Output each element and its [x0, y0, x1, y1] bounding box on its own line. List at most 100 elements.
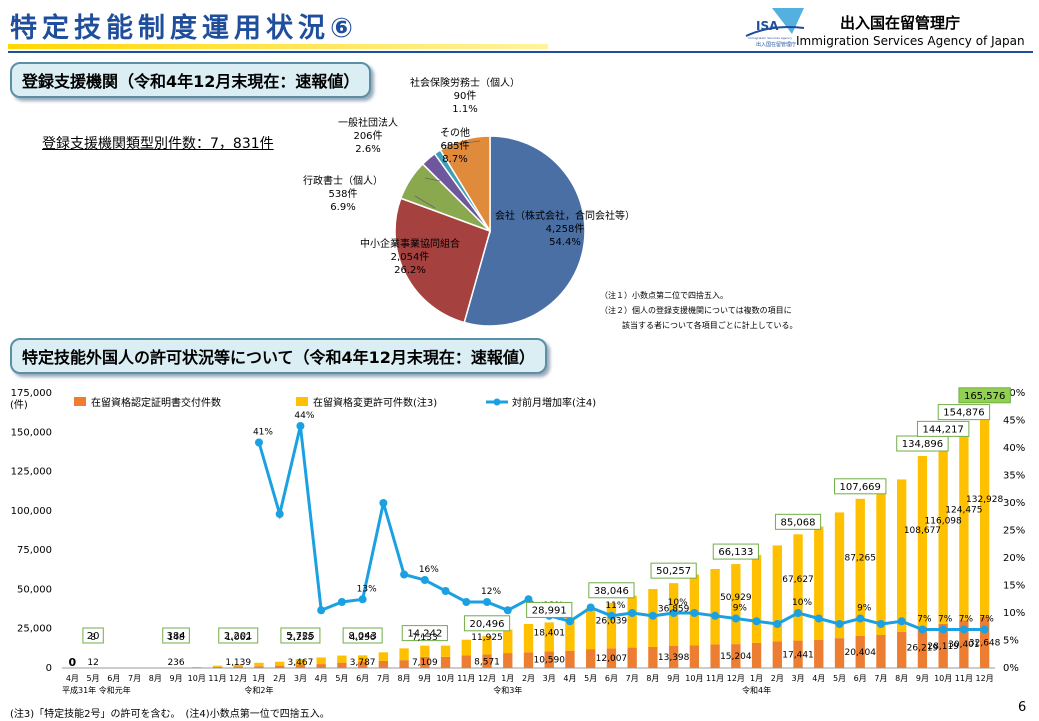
- pie-label-chusho-pct: 26.2%: [394, 265, 426, 276]
- x-year-label: 令和4年: [742, 685, 771, 695]
- x-tick-month: 10月: [436, 674, 454, 683]
- bar-orange: [606, 648, 617, 668]
- pie-chart: [394, 135, 586, 327]
- total-box-label: 50,257: [656, 566, 691, 577]
- total-box: [937, 404, 991, 421]
- bar-orange: [897, 631, 907, 668]
- pie-label-ippan-pct: 2.6%: [355, 144, 381, 155]
- bar-orange: [523, 652, 534, 668]
- y-right-tick: 35%: [1003, 471, 1025, 482]
- x-tick-month: 4月: [563, 674, 576, 683]
- rate-point: [441, 587, 450, 595]
- total-box: [588, 582, 635, 599]
- page-number: 6: [1018, 700, 1027, 715]
- bar-yellow: [979, 407, 990, 617]
- bar-orange: [834, 638, 845, 668]
- pie-label-gyosei-name: 行政書士（個人）: [303, 176, 383, 187]
- rate-point: [876, 620, 885, 628]
- leader-line-ippan: [424, 177, 441, 182]
- bar-yellow: [440, 645, 451, 657]
- section-registered-support-orgs: 登録支援機関（令和4年12月末現在：速報値）: [10, 62, 372, 98]
- bar-yellow: [565, 617, 575, 651]
- bar-yellow: [855, 498, 865, 636]
- y-right-tick: 25%: [1003, 526, 1025, 537]
- bar-orange: [876, 635, 886, 668]
- y-left-tick: 75,000: [17, 545, 52, 556]
- bar-orange: [254, 666, 264, 668]
- total-box: [463, 615, 511, 632]
- bar-yellow: [337, 655, 347, 663]
- x-tick-month: 11月: [706, 674, 724, 683]
- total-box: [650, 562, 697, 579]
- y-right-tick: 20%: [1003, 553, 1025, 564]
- bar-orange: [959, 620, 969, 668]
- pie-note-3: 該当する者について各項目ごとに計上している。: [622, 321, 798, 330]
- x-tick-month: 8月: [149, 674, 162, 683]
- yellow-value-label: 67,627: [782, 575, 814, 585]
- orange-value-label: 3,787: [350, 658, 376, 668]
- pie-slice-sonota: [439, 135, 491, 234]
- leader-line-shakai: [440, 140, 481, 147]
- x-tick-month: 8月: [398, 674, 411, 683]
- rate-point: [669, 609, 678, 617]
- x-tick-month: 9月: [418, 674, 431, 683]
- logo-subtitle-en: Immigration Services Agency: [748, 36, 792, 40]
- rate-point: [400, 570, 409, 579]
- total-box: [526, 601, 573, 618]
- bar-yellow: [233, 664, 243, 667]
- bar-orange: [731, 644, 741, 668]
- x-tick-month: 10月: [685, 674, 703, 683]
- yellow-value-label: 132,928: [966, 495, 1003, 505]
- total-box: [82, 627, 104, 644]
- bar-yellow: [731, 564, 741, 645]
- x-tick-month: 2月: [522, 674, 535, 683]
- bar-orange: [440, 656, 451, 668]
- bar-yellow: [399, 648, 409, 661]
- rate-line: [257, 425, 985, 631]
- x-tick-month: 10月: [188, 674, 206, 683]
- pie-label-ippan-count: 206件: [353, 131, 383, 142]
- pie-label-kaisha-count: 4,258件: [545, 224, 585, 235]
- yellow-value-label: 50,929: [720, 593, 752, 603]
- title-divider: [8, 51, 1033, 53]
- total-box-label: 14,242: [407, 629, 442, 640]
- x-tick-month: 5月: [335, 674, 348, 683]
- rate-point: [897, 617, 906, 626]
- legend-label-rate: 対前月増加率(注4): [512, 398, 597, 409]
- rate-point: [690, 609, 699, 617]
- rate-label: 7%: [959, 615, 974, 625]
- bar-yellow: [254, 662, 264, 667]
- bar-yellow: [627, 595, 637, 648]
- x-tick-month: 5月: [584, 674, 597, 683]
- rate-point: [752, 617, 761, 626]
- bar-yellow: [482, 635, 492, 655]
- x-tick-month: 9月: [169, 674, 182, 683]
- bar-orange: [337, 662, 347, 668]
- rate-label: 41%: [253, 428, 273, 438]
- page-title: 特定技能制度運用状況⑥: [10, 13, 358, 44]
- bar-yellow: [378, 652, 389, 661]
- bar-yellow: [357, 655, 368, 662]
- rate-label: 7%: [917, 615, 932, 625]
- total-box: [834, 478, 887, 495]
- orange-value-label: 20,404: [844, 648, 876, 658]
- rate-point: [773, 620, 782, 628]
- orange-value-label: 1,139: [225, 658, 251, 668]
- pie-slice-chusho: [394, 197, 491, 324]
- pie-label-chusho: 中小企業事業協同組合 2,054件 26.2%: [360, 238, 460, 277]
- rate-point: [607, 611, 616, 620]
- rate-label: 44%: [294, 411, 314, 421]
- pie-label-gyosei: 行政書士（個人） 538件 6.9%: [303, 175, 383, 214]
- orange-value-label: 15,204: [720, 652, 752, 662]
- bar-yellow: [876, 493, 886, 635]
- x-tick-month: 7月: [626, 674, 639, 683]
- bar-orange: [772, 641, 782, 668]
- rate-point: [731, 614, 740, 623]
- x-tick-month: 11月: [955, 674, 973, 683]
- x-tick-month: 1月: [252, 674, 265, 683]
- rate-point: [524, 595, 533, 604]
- total-box: [342, 627, 383, 644]
- x-tick-month: 3月: [294, 674, 307, 683]
- yellow-value-label: 124,475: [945, 506, 982, 516]
- total-box-label: 107,669: [840, 482, 881, 493]
